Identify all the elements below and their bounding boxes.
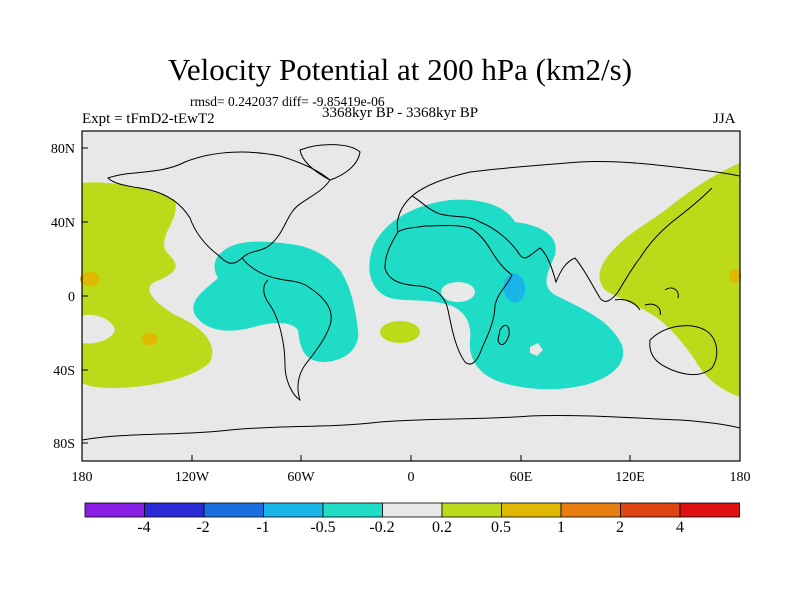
colorbar-box <box>441 502 502 518</box>
x-tick-label: 180 <box>730 470 751 485</box>
orange-dot-1 <box>80 272 100 286</box>
period-label: 3368kyr BP - 3368kyr BP <box>322 105 479 121</box>
colorbar <box>84 502 740 518</box>
colorbar-box <box>263 502 324 518</box>
colorbar-box <box>144 502 205 518</box>
colorbar-label: 2 <box>616 519 624 536</box>
y-tick-label: 80S <box>53 437 75 452</box>
colorbar-label: 4 <box>676 519 684 536</box>
orange-dot-2 <box>142 333 158 345</box>
chart-title: Velocity Potential at 200 hPa (km2/s) <box>167 52 633 87</box>
positive-region-west-pacific <box>599 163 740 397</box>
x-tick-label: 120E <box>615 470 645 485</box>
neutral-hole-africa <box>441 282 475 302</box>
colorbar-label: 0.2 <box>432 519 452 536</box>
colorbar-box <box>322 502 383 518</box>
x-tick-label: 60E <box>510 470 533 485</box>
colorbar-label: -1 <box>256 519 269 536</box>
colorbar-labels: -4 -2 -1 -0.5 -0.2 0.2 0.5 1 2 4 <box>137 519 684 536</box>
y-tick-label: 40N <box>51 216 75 231</box>
y-tick-label: 80N <box>51 142 75 157</box>
colorbar-box <box>620 502 681 518</box>
x-tick-label: 120W <box>175 470 210 485</box>
colorbar-label: -2 <box>196 519 209 536</box>
colorbar-label: -4 <box>137 519 150 536</box>
colorbar-box <box>203 502 264 518</box>
contour-fill-areas <box>80 163 741 397</box>
negative-region-africa-indian <box>369 199 624 390</box>
y-tick-label: 40S <box>53 364 75 379</box>
colorbar-label: 0.5 <box>491 519 511 536</box>
y-tick-label: 0 <box>68 290 75 305</box>
colorbar-box <box>560 502 621 518</box>
colorbar-box <box>84 502 145 518</box>
season-label: JJA <box>713 111 736 127</box>
neutral-hole-indian <box>530 343 543 356</box>
colorbar-box <box>382 502 443 518</box>
positive-region-east-pacific <box>82 182 213 388</box>
colorbar-label: -0.2 <box>369 519 394 536</box>
colorbar-label: -0.5 <box>310 519 335 536</box>
experiment-label: Expt = tFmD2-tEwT2 <box>82 111 215 127</box>
stats-line: rmsd= 0.242037 diff= -9.85419e-06 <box>190 94 385 109</box>
x-tick-label: 60W <box>287 470 315 485</box>
positive-blob-atlantic <box>380 321 420 343</box>
orange-dot-3 <box>729 269 741 283</box>
negative-region-americas <box>193 241 359 362</box>
y-axis: 80N 40N 0 40S 80S <box>51 142 88 452</box>
colorbar-box <box>679 502 740 518</box>
colorbar-label: 1 <box>557 519 565 536</box>
neutral-island-west <box>82 314 115 344</box>
x-axis: 180 120W 60W 0 60E 120E 180 <box>72 455 751 485</box>
x-tick-label: 0 <box>408 470 415 485</box>
colorbar-box <box>501 502 562 518</box>
coastlines <box>81 144 741 441</box>
x-tick-label: 180 <box>72 470 93 485</box>
